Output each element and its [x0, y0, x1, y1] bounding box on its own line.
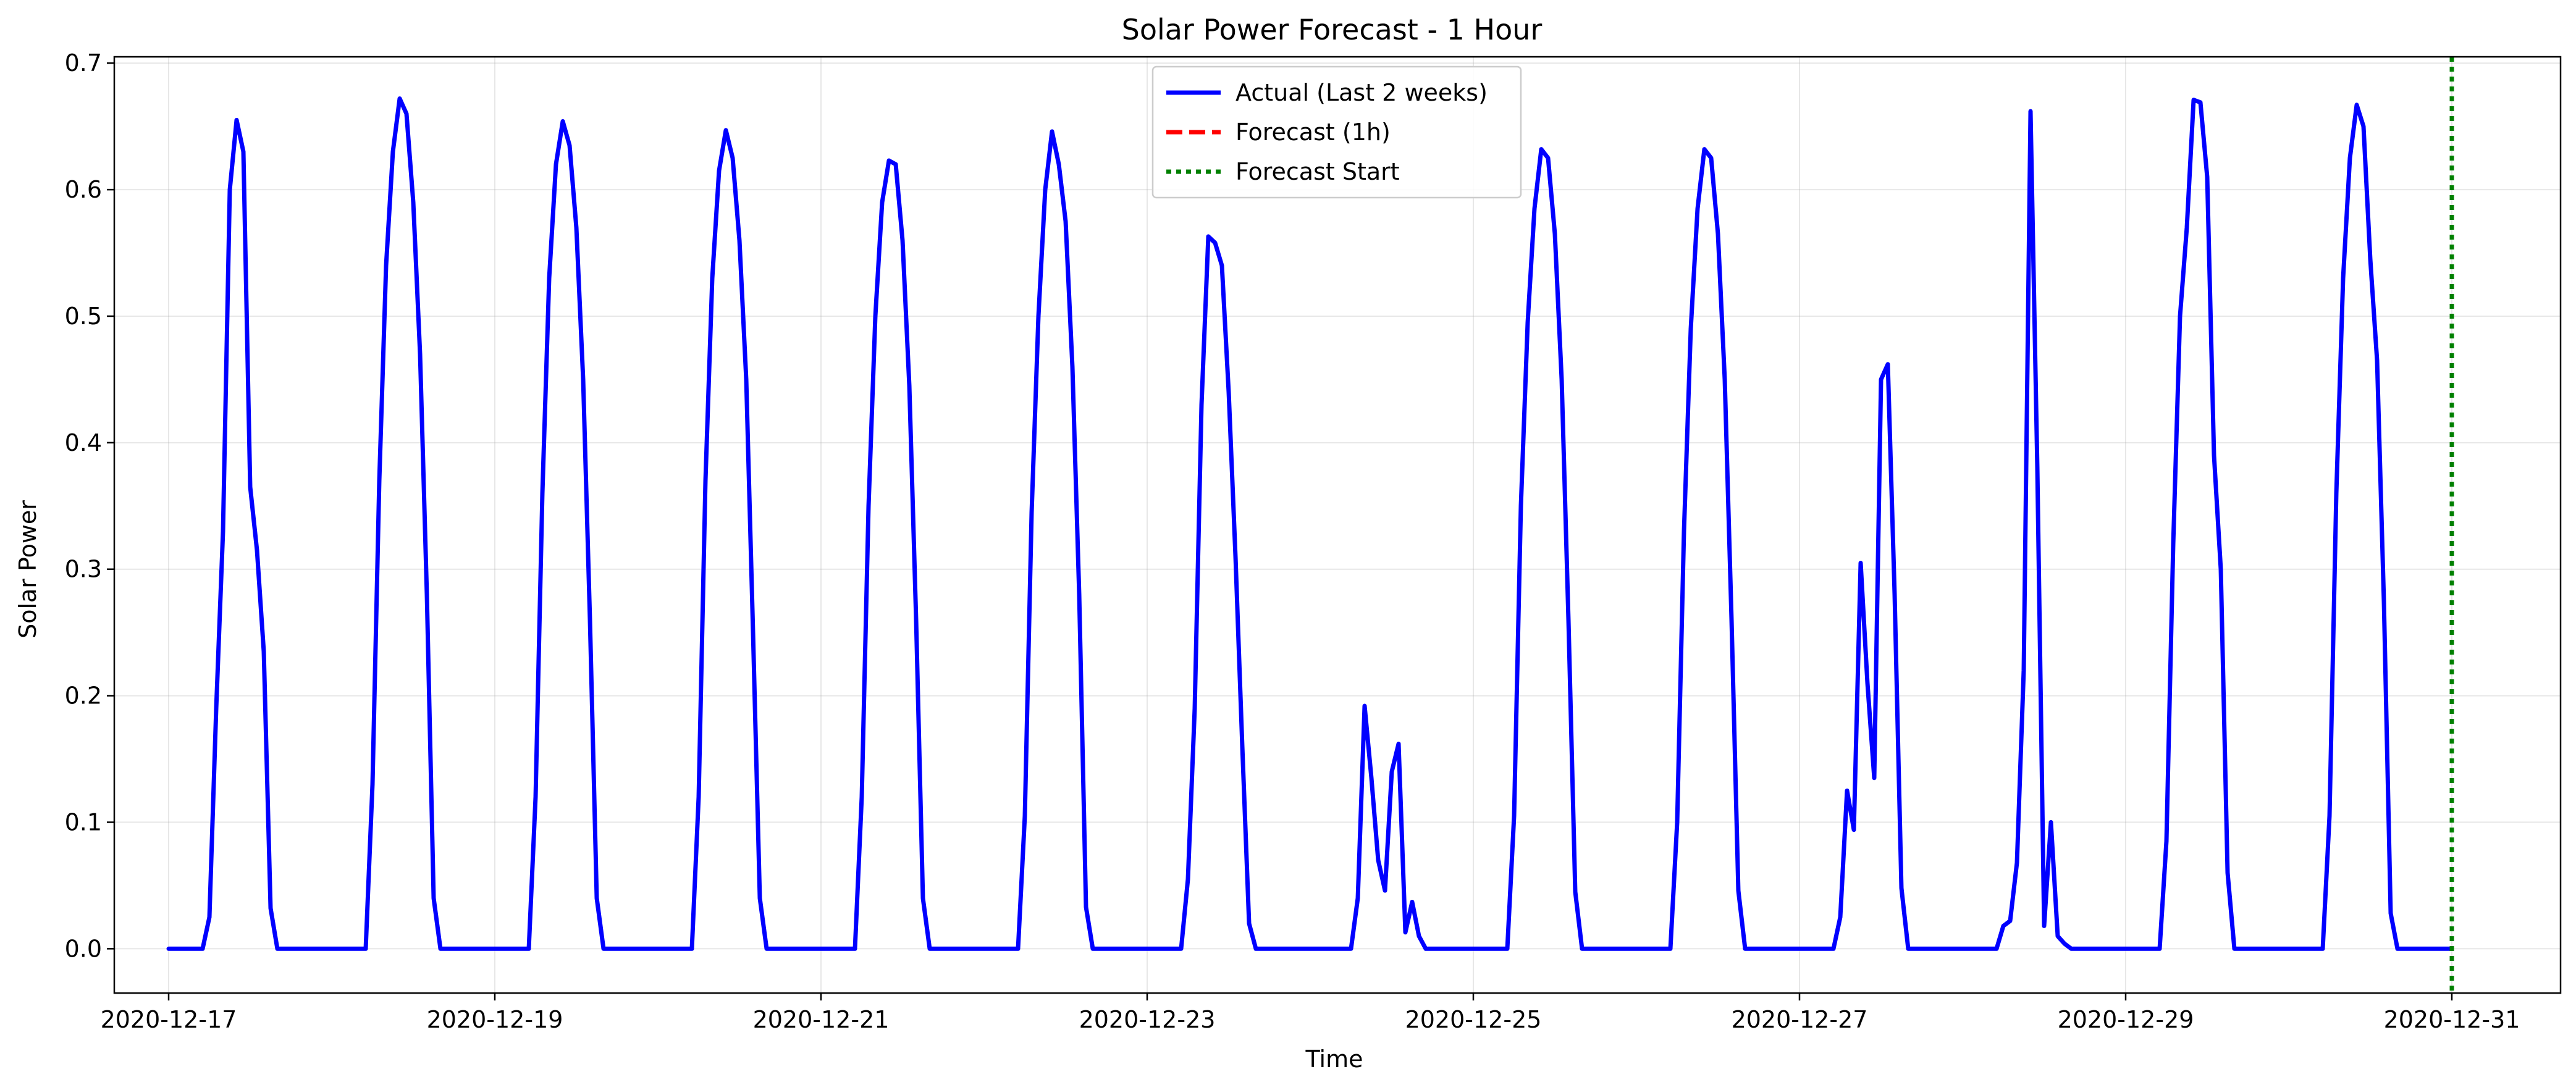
chart-title: Solar Power Forecast - 1 Hour: [1122, 13, 1543, 46]
x-axis-title: Time: [1305, 1046, 1363, 1073]
y-axis-title: Solar Power: [14, 500, 41, 639]
x-tick-label: 2020-12-17: [101, 1006, 237, 1033]
series-line-0: [166, 96, 2454, 951]
x-tick-label: 2020-12-25: [1405, 1006, 1542, 1033]
x-tick-label: 2020-12-21: [753, 1006, 890, 1033]
plot-frame: [113, 56, 2562, 994]
series-layer: [166, 96, 2454, 951]
y-tick-label: 0.1: [65, 808, 102, 836]
x-tick-label: 2020-12-23: [1079, 1006, 1216, 1033]
y-tick-label: 0.6: [65, 176, 102, 203]
y-tick-label: 0.7: [65, 49, 102, 77]
y-tick-label: 0.2: [65, 682, 102, 710]
x-tick-label: 2020-12-19: [427, 1006, 563, 1033]
y-tick-label: 0.3: [65, 556, 102, 583]
y-tick-label: 0.5: [65, 303, 102, 330]
legend-label: Forecast (1h): [1235, 119, 1391, 146]
x-tick-label: 2020-12-29: [2058, 1006, 2194, 1033]
y-axis: 0.0 0.1 0.2 0.3 0.4 0.5 0.6 0.7: [65, 49, 114, 962]
legend: Actual (Last 2 weeks) Forecast (1h) Foreca…: [1151, 65, 1522, 199]
y-tick-label: 0.4: [65, 429, 102, 456]
legend-label: Forecast Start: [1235, 158, 1400, 185]
x-axis: 2020-12-17 2020-12-19 2020-12-21 2020-12-23…: [101, 993, 2520, 1033]
x-tick-label: 2020-12-27: [1732, 1006, 1868, 1033]
legend-box: [1151, 65, 1522, 199]
plot-area: [114, 57, 2561, 993]
x-tick-label: 2020-12-31: [2384, 1006, 2520, 1033]
y-tick-label: 0.0: [65, 935, 102, 962]
legend-label: Actual (Last 2 weeks): [1235, 79, 1488, 106]
